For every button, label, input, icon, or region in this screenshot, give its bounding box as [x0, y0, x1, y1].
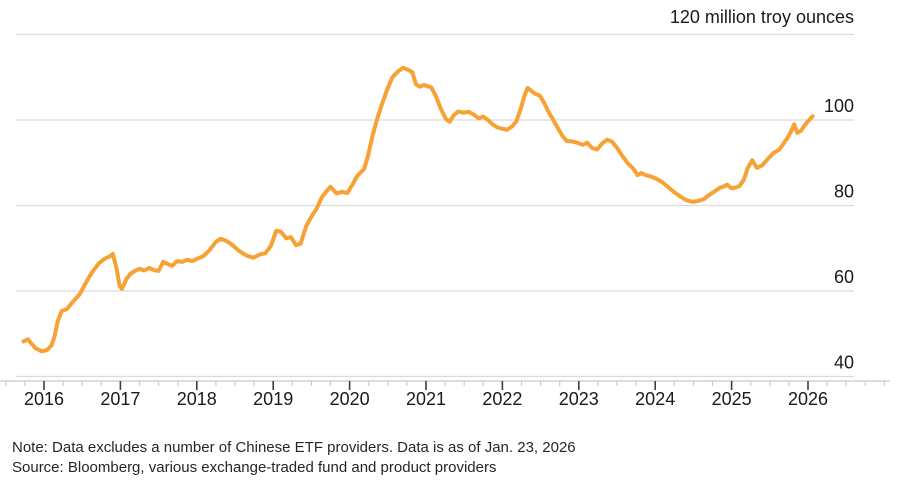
y-tick-label-40: 40	[834, 353, 854, 373]
x-tick-label-2024: 2024	[635, 389, 675, 409]
x-tick-label-2021: 2021	[406, 389, 446, 409]
note-text: Note: Data excludes a number of Chinese …	[12, 439, 576, 456]
y-tick-label-60: 60	[834, 267, 854, 287]
source-text: Source: Bloomberg, various exchange-trad…	[12, 459, 497, 476]
x-tick-label-2022: 2022	[482, 389, 522, 409]
x-tick-label-2019: 2019	[253, 389, 293, 409]
y-tick-label-80: 80	[834, 182, 854, 202]
x-tick-label-2020: 2020	[330, 389, 370, 409]
line-chart: 2016 2017 2018 2019 2020 2021 2022 2023 2024 2025…	[0, 7, 890, 409]
x-tick-label-2016: 2016	[24, 389, 64, 409]
x-tick-label-2017: 2017	[100, 389, 140, 409]
x-tick-label-2023: 2023	[559, 389, 599, 409]
x-tick-label-2026: 2026	[788, 389, 828, 409]
chart-footnotes: Note: Data excludes a number of Chinese …	[12, 438, 576, 478]
y-tick-label-100: 100	[824, 96, 854, 116]
gridlines	[16, 33, 854, 378]
x-tick-label-2018: 2018	[177, 389, 217, 409]
y-axis-labels: 40 60 80 100	[824, 96, 854, 373]
unit-label: 120 million troy ounces	[670, 7, 854, 27]
x-axis: 2016 2017 2018 2019 2020 2021 2022 2023 2024 2025…	[0, 380, 890, 409]
gold-etf-holdings-line	[21, 65, 815, 354]
x-tick-label-2025: 2025	[712, 389, 752, 409]
